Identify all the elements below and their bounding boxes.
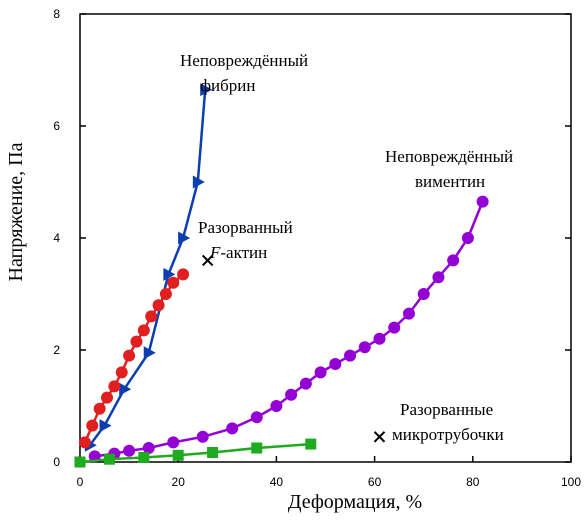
data-point (101, 391, 114, 404)
data-point (329, 358, 342, 370)
data-point (177, 268, 190, 281)
data-point (130, 335, 143, 348)
series-line (88, 89, 207, 446)
data-point (145, 310, 158, 323)
y-axis-title: Напряжение, Па (5, 142, 27, 281)
data-point (163, 267, 176, 281)
data-point (172, 449, 184, 461)
annotation-actin: Разорванный F-актин (198, 218, 293, 262)
data-point (402, 307, 415, 320)
data-point (476, 195, 489, 208)
x-tick-label: 60 (368, 475, 382, 489)
data-point (305, 438, 317, 450)
data-point (138, 452, 150, 464)
x-tick-label: 100 (561, 475, 581, 489)
data-point (226, 422, 239, 435)
data-point (461, 232, 474, 244)
x-tick-label: 80 (466, 475, 480, 489)
series-2 (88, 195, 489, 463)
data-point (178, 231, 191, 245)
annotation-microtubules-line1: Разорванные (400, 400, 493, 419)
data-point (192, 175, 205, 189)
data-point (285, 388, 298, 401)
annotation-fibrin-line2: фибрин (200, 76, 255, 95)
data-point (123, 349, 136, 362)
annotation-actin-line1: Разорванный (198, 218, 293, 237)
data-point (250, 411, 263, 424)
y-tick-label: 8 (53, 7, 60, 21)
data-point (207, 446, 219, 458)
data-point (167, 276, 180, 289)
data-point (159, 288, 172, 300)
annotation-fibrin-line1: Неповреждённый (180, 51, 308, 70)
data-point (137, 324, 150, 337)
data-point (99, 419, 112, 433)
data-point (78, 436, 91, 449)
data-point (251, 442, 263, 454)
data-point (143, 346, 156, 360)
data-point (373, 332, 386, 345)
data-point (270, 400, 283, 412)
annotation-vimentin-line2: вимeнтин (415, 172, 485, 191)
data-point (358, 341, 371, 354)
data-point (115, 366, 128, 379)
data-point (86, 419, 99, 432)
data-point (314, 366, 327, 379)
data-point (432, 271, 445, 284)
x-axis-title: Деформация, % (288, 491, 422, 513)
data-point (93, 402, 106, 415)
annotation-actin-line2: F-актин (209, 243, 267, 262)
x-tick-label: 20 (172, 475, 186, 489)
data-point (447, 254, 460, 267)
annotation-fibrin: Неповреждённый фибрин (180, 51, 308, 95)
data-point (123, 444, 136, 457)
y-tick-label: 6 (53, 119, 60, 133)
y-tick-label: 4 (53, 231, 60, 245)
axis-ticks: 0 20 40 60 80 100 0 2 4 6 8 (53, 7, 581, 489)
data-point (299, 377, 312, 390)
y-tick-label: 2 (53, 343, 60, 357)
annotation-microtubules-line2: микротрубочки (392, 425, 504, 444)
data-point (103, 453, 115, 465)
annotation-vimentin-line1: Неповреждённый (385, 147, 513, 166)
data-point (417, 288, 430, 300)
x-tick-label: 40 (270, 475, 284, 489)
data-point (167, 436, 180, 449)
failure-x-marker (201, 254, 214, 267)
data-point (196, 430, 209, 443)
failure-x-marker (373, 431, 386, 443)
plot-frame (79, 13, 572, 463)
data-point (142, 442, 155, 454)
series-3 (74, 431, 386, 468)
annotation-microtubules: Разорванные микротрубочки (392, 400, 504, 444)
series-layer (74, 83, 489, 468)
y-tick-label: 0 (53, 455, 60, 469)
data-point (388, 321, 401, 334)
data-point (344, 349, 357, 362)
data-point (200, 83, 213, 97)
data-point (74, 456, 86, 468)
x-tick-label: 0 (77, 475, 84, 489)
data-point (152, 299, 165, 312)
data-point (119, 382, 132, 396)
series-1 (78, 254, 214, 449)
data-point (108, 380, 121, 393)
annotation-vimentin: Неповреждённый вимeнтин (385, 147, 513, 191)
